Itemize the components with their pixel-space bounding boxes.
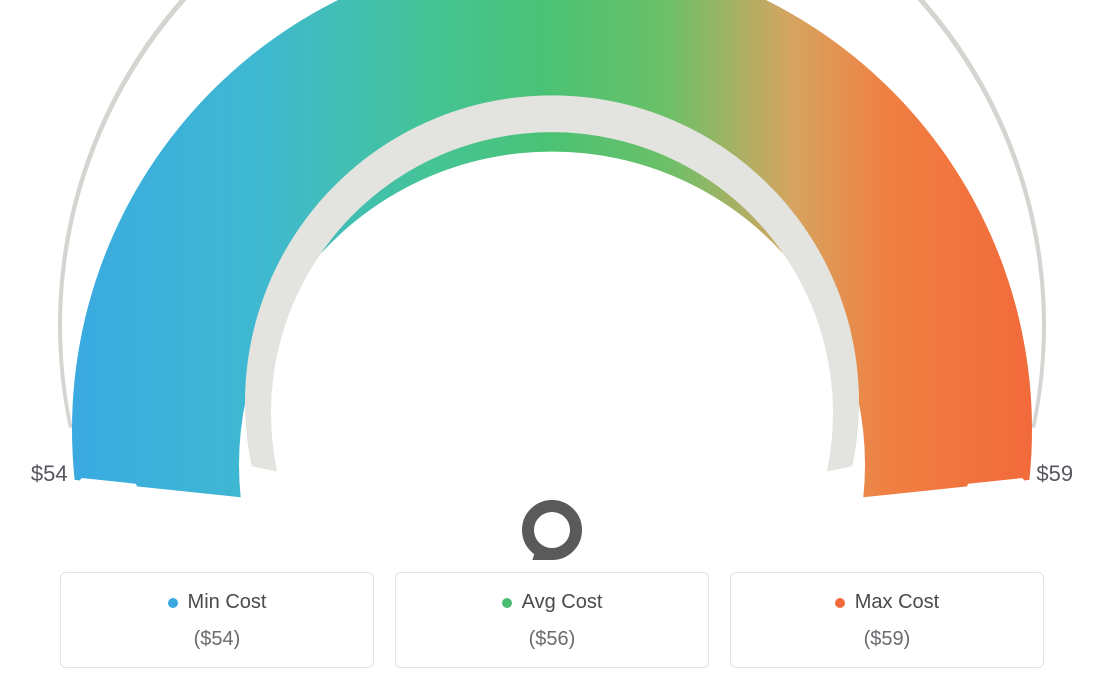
legend-label-max: Max Cost (855, 591, 939, 614)
gauge-color-arc (72, 0, 1032, 497)
legend-dot-avg (502, 598, 512, 608)
gauge-svg: $54$55$56$56$57$58$59 (0, 0, 1104, 560)
gauge-tick-label: $54 (31, 461, 68, 486)
legend-value-min: ($54) (61, 628, 373, 651)
legend-label-min: Min Cost (188, 591, 267, 614)
legend-dot-max (835, 598, 845, 608)
legend-title-max: Max Cost (835, 591, 939, 614)
legend-title-avg: Avg Cost (502, 591, 603, 614)
legend-value-avg: ($56) (396, 628, 708, 651)
gauge-tick-label: $59 (1036, 461, 1073, 486)
legend-row: Min Cost ($54) Avg Cost ($56) Max Cost (… (0, 572, 1104, 668)
legend-dot-min (168, 598, 178, 608)
legend-title-min: Min Cost (168, 591, 267, 614)
legend-label-avg: Avg Cost (522, 591, 603, 614)
legend-card-max: Max Cost ($59) (730, 572, 1044, 668)
legend-card-avg: Avg Cost ($56) (395, 572, 709, 668)
legend-value-max: ($59) (731, 628, 1043, 651)
gauge-needle-hub (528, 506, 576, 554)
gauge-chart: $54$55$56$56$57$58$59 (0, 0, 1104, 560)
legend-card-min: Min Cost ($54) (60, 572, 374, 668)
